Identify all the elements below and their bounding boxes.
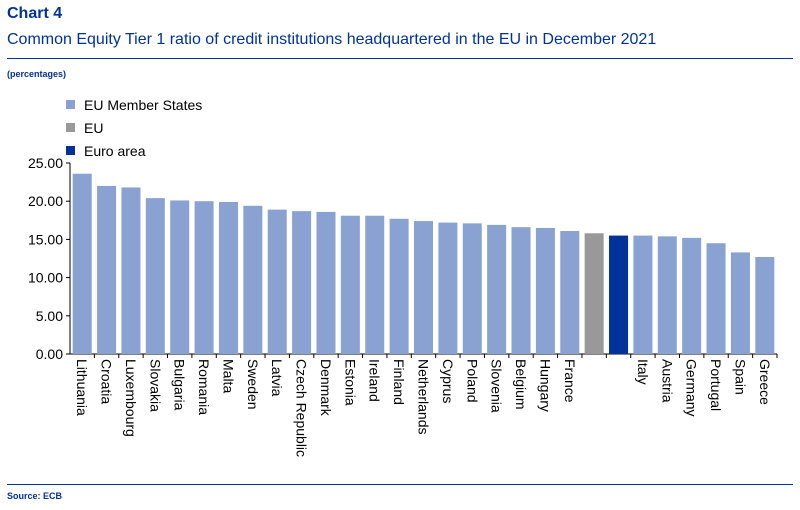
bar — [121, 187, 141, 354]
bar — [340, 215, 360, 354]
y-tick-label: 25.00 — [28, 155, 63, 171]
x-tick-label: Spain — [732, 359, 748, 395]
x-tick-label: Portugal — [708, 359, 724, 411]
x-tick-label: France — [562, 359, 578, 403]
bar — [194, 201, 214, 354]
x-tick-label: Cyprus — [440, 359, 456, 403]
source-note: Source: ECB — [7, 491, 63, 501]
legend-item-member-states: EU Member States — [66, 93, 202, 116]
y-tick-label: 15.00 — [28, 231, 63, 247]
bar — [97, 185, 117, 354]
x-tick-label: Bulgaria — [172, 359, 188, 411]
x-tick-label: Finland — [391, 359, 407, 405]
footer-rule — [7, 484, 793, 485]
bar — [243, 205, 263, 354]
x-tick-label: Ireland — [367, 359, 383, 402]
legend-swatch-eu — [66, 123, 75, 132]
legend-swatch-euro-area — [66, 146, 75, 155]
chart-label: Chart 4 — [7, 5, 63, 22]
x-tick-label: Slovakia — [147, 359, 163, 412]
y-tick-label: 0.00 — [36, 346, 63, 362]
unit-label: (percentages) — [7, 69, 67, 79]
x-tick-label: Czech Republic — [294, 359, 310, 457]
bar — [438, 222, 458, 354]
x-tick-label: Italy — [635, 359, 651, 385]
bar — [706, 243, 726, 354]
x-tick-label: Latvia — [269, 359, 285, 397]
bar — [730, 252, 750, 354]
x-tick-label: Luxembourg — [123, 359, 139, 437]
bar — [755, 256, 775, 354]
x-tick-label: Malta — [220, 359, 236, 393]
title-rule — [7, 58, 793, 59]
bar — [316, 211, 336, 354]
x-tick-label: Denmark — [318, 359, 334, 417]
bar-chart: 0.00 5.00 10.00 15.00 20.00 25.00 Lithuania Cro… — [28, 155, 778, 457]
bar — [487, 224, 507, 354]
x-tick-label: Greece — [757, 359, 773, 405]
bar — [535, 227, 555, 354]
bar — [145, 198, 165, 354]
y-tick-label: 5.00 — [36, 308, 63, 324]
bar — [365, 215, 385, 354]
bar — [462, 223, 482, 354]
x-tick-label: Slovenia — [489, 359, 505, 413]
legend-label-member-states: EU Member States — [84, 96, 203, 113]
legend-item-euro-area: Euro area — [66, 139, 202, 162]
legend: EU Member States EU Euro area — [66, 93, 202, 162]
bar — [389, 218, 409, 354]
bar — [584, 233, 604, 354]
bar — [560, 231, 580, 354]
y-tick-label: 10.00 — [28, 270, 63, 286]
chart-title: Common Equity Tier 1 ratio of credit ins… — [7, 31, 657, 48]
x-tick-label: Hungary — [537, 359, 553, 412]
x-tick-label: Germany — [684, 359, 700, 417]
x-tick-label: Austria — [659, 359, 675, 403]
x-tick-label: Estonia — [342, 359, 358, 406]
bar — [267, 209, 287, 354]
x-tick-label: Belgium — [513, 359, 529, 410]
bar — [170, 200, 190, 354]
x-tick-label: Lithuania — [74, 359, 90, 416]
bar — [413, 221, 434, 354]
x-tick-label: Poland — [464, 359, 480, 403]
bar — [511, 227, 531, 354]
bar — [609, 235, 629, 354]
x-tick-label: Sweden — [245, 359, 261, 410]
bar — [682, 237, 702, 354]
legend-label-eu: EU — [84, 119, 104, 136]
y-tick-label: 20.00 — [28, 193, 63, 209]
bar — [633, 235, 653, 354]
bar — [292, 211, 312, 354]
legend-label-euro-area: Euro area — [84, 142, 146, 159]
bar — [657, 236, 677, 354]
x-tick-label: Croatia — [99, 359, 115, 404]
bar — [218, 201, 238, 354]
legend-item-eu: EU — [66, 116, 202, 139]
bar — [72, 173, 92, 354]
x-tick-label: Romania — [196, 359, 212, 415]
legend-swatch-member-states — [66, 100, 75, 109]
x-tick-label: Netherlands — [416, 359, 432, 435]
